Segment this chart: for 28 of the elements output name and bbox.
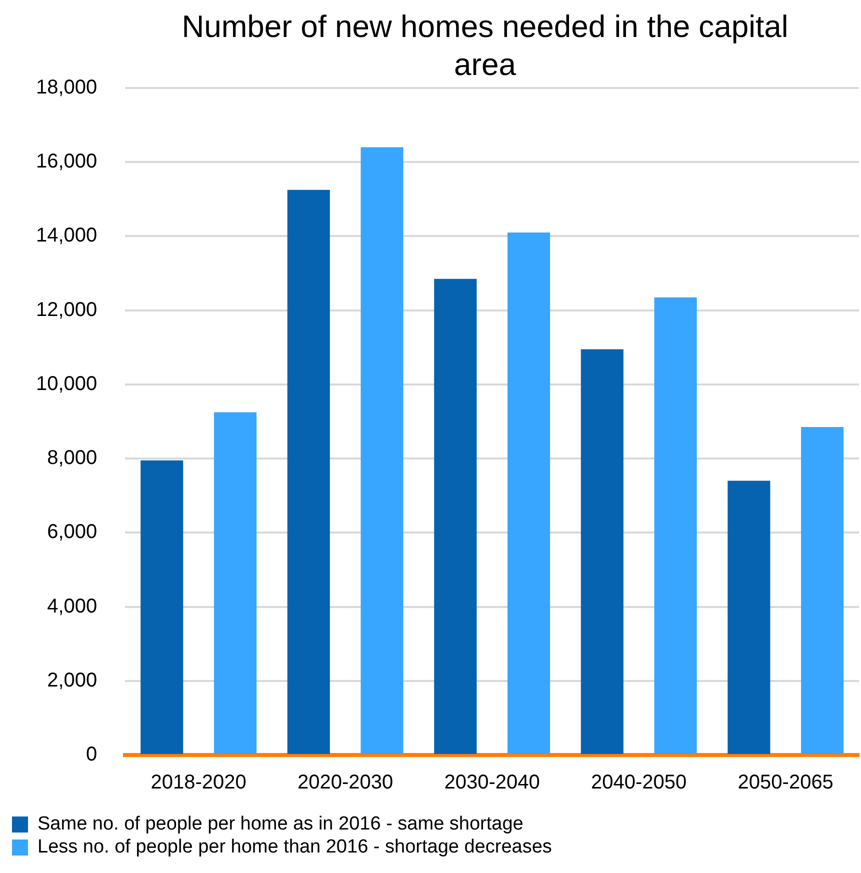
y-tick-label: 16,000 <box>36 150 98 173</box>
y-tick-label: 6,000 <box>47 521 98 544</box>
bar <box>140 460 184 754</box>
x-tick-label: 2050-2065 <box>738 772 834 794</box>
legend-label: Less no. of people per home than 2016 - shortage decreases <box>38 836 552 858</box>
bar <box>507 232 550 754</box>
x-tick-label: 2040-2050 <box>591 772 687 794</box>
y-tick-label: 12,000 <box>36 298 98 321</box>
y-tick-label: 8,000 <box>47 447 98 470</box>
y-tick-label: 14,000 <box>36 224 98 247</box>
bar <box>214 412 257 754</box>
chart-title: Number of new homes needed in the capital area <box>180 8 790 84</box>
y-tick-label: 0 <box>86 744 98 766</box>
x-tick-label: 2018-2020 <box>150 772 246 794</box>
bar <box>728 480 770 754</box>
y-tick-label: 4,000 <box>47 595 98 618</box>
x-tick-label: 2020-2030 <box>297 772 394 794</box>
bar <box>801 427 844 754</box>
legend-label: Same no. of people per home as in 2016 - same shortage <box>38 814 524 835</box>
bar <box>580 349 624 754</box>
bar <box>287 190 330 754</box>
y-tick-label: 18,000 <box>36 76 98 99</box>
y-tick-label: 2,000 <box>47 669 98 692</box>
bar <box>654 297 697 754</box>
x-tick-label: 2030-2040 <box>444 772 540 794</box>
bar <box>360 147 404 754</box>
y-tick-label: 10,000 <box>36 372 98 395</box>
bar <box>434 278 477 754</box>
